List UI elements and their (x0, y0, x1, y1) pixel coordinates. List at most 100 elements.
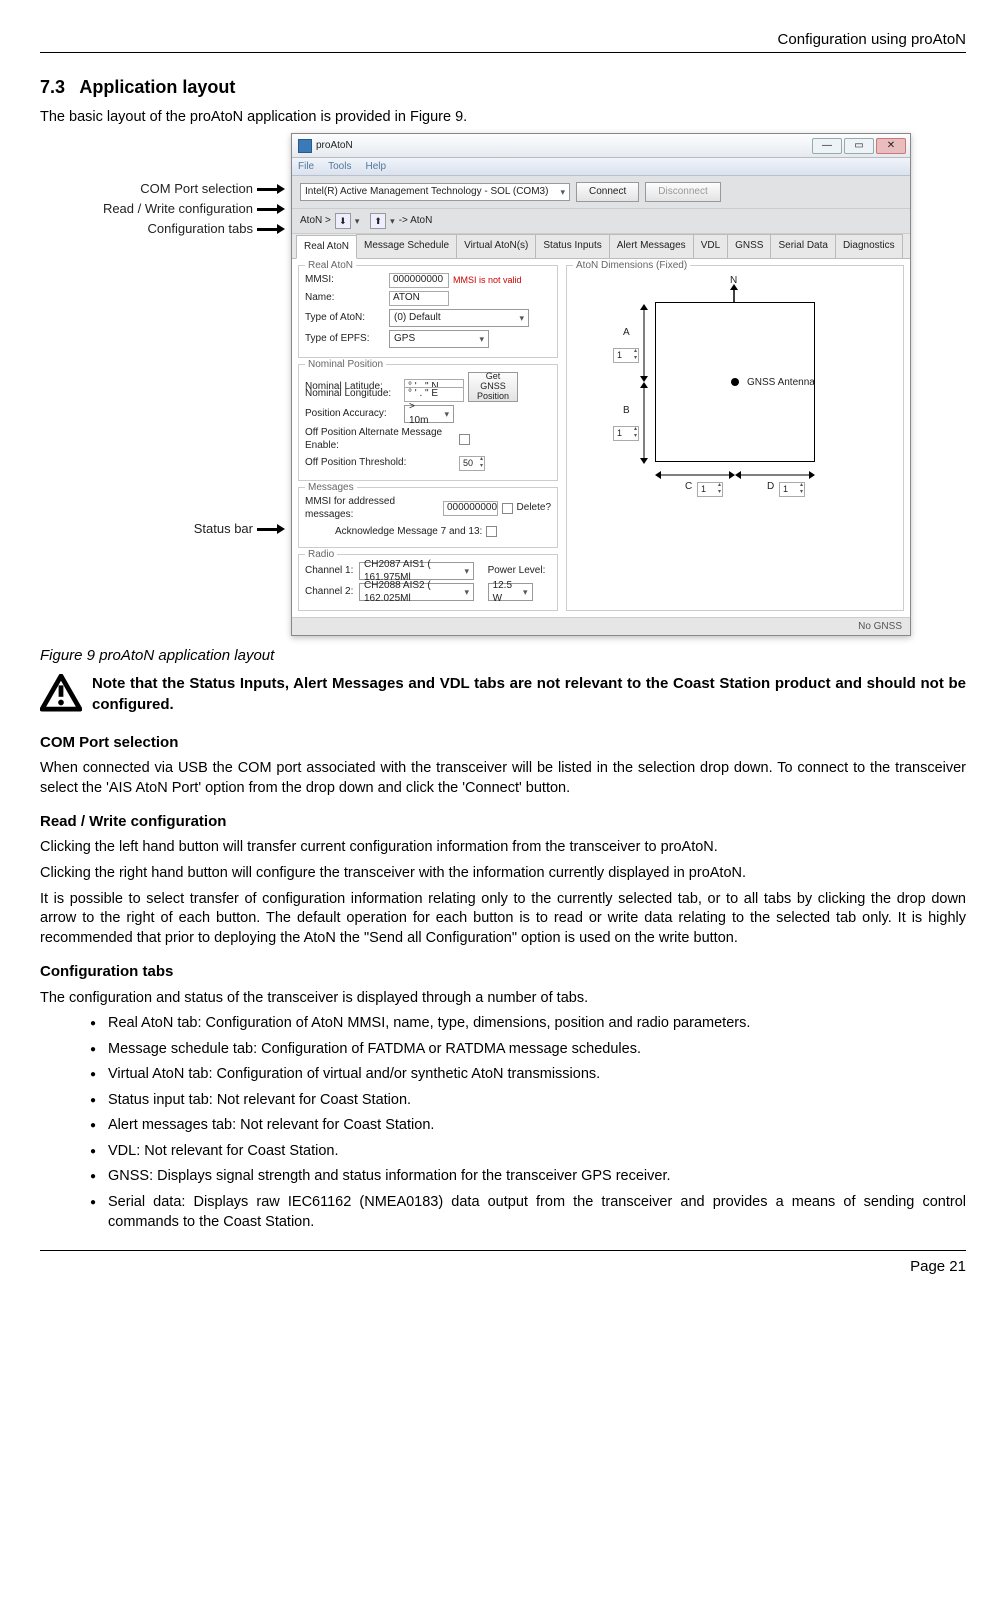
offalt-label: Off Position Alternate Message Enable: (305, 426, 455, 453)
arrow-icon (257, 524, 285, 534)
com-port-select[interactable]: Intel(R) Active Management Technology - … (300, 183, 570, 201)
subhead-tabs: Configuration tabs (40, 962, 966, 982)
group-title: Nominal Position (305, 358, 386, 372)
chevron-down-icon[interactable]: ▾ (355, 215, 360, 227)
ack-label: Acknowledge Message 7 and 13: (335, 525, 482, 539)
chevron-down-icon[interactable]: ▾ (390, 215, 395, 227)
dim-d-spin[interactable]: 1 (779, 482, 805, 497)
get-gnss-button[interactable]: Get GNSS Position (468, 372, 518, 402)
subhead-rw: Read / Write configuration (40, 812, 966, 832)
offalt-checkbox[interactable] (459, 434, 470, 445)
minimize-button[interactable]: — (812, 138, 842, 154)
ch2-label: Channel 2: (305, 585, 355, 599)
para-rw1: Clicking the left hand button will trans… (40, 838, 966, 858)
para-com: When connected via USB the COM port asso… (40, 759, 966, 798)
ch2-select[interactable]: CH2088 AIS2 ( 162.025Ml (359, 583, 474, 601)
accuracy-select[interactable]: > 10m (404, 405, 454, 423)
tab-gnss[interactable]: GNSS (727, 234, 771, 258)
section-title: Application layout (79, 77, 235, 97)
mmsi-label: MMSI: (305, 273, 385, 287)
menubar: File Tools Help (292, 158, 910, 176)
tab-serial-data[interactable]: Serial Data (770, 234, 835, 258)
lon-label: Nominal Longitude: (305, 387, 400, 401)
disconnect-button[interactable]: Disconnect (645, 182, 720, 202)
list-item: GNSS: Displays signal strength and statu… (90, 1167, 966, 1187)
menu-file[interactable]: File (298, 160, 314, 173)
annot-status: Status bar (194, 520, 253, 538)
group-title: Messages (305, 481, 357, 495)
maximize-button[interactable]: ▭ (844, 138, 874, 154)
list-item: Serial data: Displays raw IEC61162 (NMEA… (90, 1193, 966, 1232)
annot-comport: COM Port selection (140, 180, 253, 198)
ch1-select[interactable]: CH2087 AIS1 ( 161.975Ml (359, 562, 474, 580)
ch1-label: Channel 1: (305, 564, 355, 578)
tab-alert-messages[interactable]: Alert Messages (609, 234, 694, 258)
intro-text: The basic layout of the proAtoN applicat… (40, 108, 966, 128)
rw-right-label: -> AtoN (399, 214, 433, 228)
tab-real-aton[interactable]: Real AtoN (296, 235, 357, 259)
addr-mmsi-label: MMSI for addressed messages: (305, 495, 439, 522)
group-messages: Messages MMSI for addressed messages:000… (298, 487, 558, 549)
status-bar: No GNSS (292, 617, 910, 635)
power-select[interactable]: 12.5 W (488, 583, 533, 601)
menu-tools[interactable]: Tools (328, 160, 351, 173)
rw-left-label: AtoN > (300, 214, 331, 228)
dim-d-label: D (767, 480, 774, 494)
page-number: Page 21 (40, 1257, 966, 1277)
dim-a-spin[interactable]: 1 (613, 348, 639, 363)
section-heading: 7.3 Application layout (40, 75, 966, 99)
tab-message-schedule[interactable]: Message Schedule (356, 234, 457, 258)
window-title: proAtoN (316, 139, 353, 153)
group-title: Real AtoN (305, 259, 356, 273)
menu-help[interactable]: Help (365, 160, 386, 173)
delete-checkbox[interactable] (502, 503, 513, 514)
dimensions-diagram: N A 1 B 1 GNSS Antenna (595, 276, 875, 511)
para-tabs: The configuration and status of the tran… (40, 989, 966, 1009)
annot-readwrite: Read / Write configuration (103, 200, 253, 218)
name-input[interactable]: ATON (389, 291, 449, 306)
type-epfs-select[interactable]: GPS (389, 330, 489, 348)
tab-diagnostics[interactable]: Diagnostics (835, 234, 903, 258)
arrow-icon (257, 224, 285, 234)
offthr-label: Off Position Threshold: (305, 456, 455, 470)
app-icon (298, 139, 312, 153)
header-right: Configuration using proAtoN (40, 30, 966, 50)
close-button[interactable]: ✕ (876, 138, 906, 154)
arrow-icon (257, 184, 285, 194)
left-column: Real AtoN MMSI:000000000MMSI is not vali… (298, 265, 558, 612)
annotation-column: COM Port selection Read / Write configur… (95, 133, 285, 636)
group-dimensions: AtoN Dimensions (Fixed) N A 1 B 1 (566, 265, 904, 612)
offthr-spin[interactable]: 50 (459, 456, 485, 471)
type-aton-select[interactable]: (0) Default (389, 309, 529, 327)
delete-label: Delete? (517, 501, 551, 515)
mmsi-warning: MMSI is not valid (453, 274, 522, 286)
tab-vdl[interactable]: VDL (693, 234, 728, 258)
titlebar: proAtoN — ▭ ✕ (292, 134, 910, 158)
warning-block: Note that the Status Inputs, Alert Messa… (40, 674, 966, 715)
warning-icon (40, 674, 82, 712)
power-label: Power Level: (488, 564, 546, 578)
dim-a-label: A (623, 326, 630, 340)
type-epfs-label: Type of EPFS: (305, 332, 385, 346)
com-toolbar: Intel(R) Active Management Technology - … (292, 176, 910, 209)
addr-mmsi-input[interactable]: 000000000 (443, 501, 498, 516)
read-button[interactable]: ⬇ (335, 213, 351, 229)
figure-caption: Figure 9 proAtoN application layout (40, 646, 966, 666)
readwrite-toolbar: AtoN > ⬇ ▾ ⬆ ▾ -> AtoN (292, 209, 910, 234)
para-rw3: It is possible to select transfer of con… (40, 890, 966, 949)
app-window: proAtoN — ▭ ✕ File Tools Help Intel(R) A… (291, 133, 911, 636)
dim-c-spin[interactable]: 1 (697, 482, 723, 497)
mmsi-input[interactable]: 000000000 (389, 273, 449, 288)
section-number: 7.3 (40, 77, 65, 97)
tab-status-inputs[interactable]: Status Inputs (535, 234, 609, 258)
group-nominal-position: Nominal Position Nominal Latitude:° ' . … (298, 364, 558, 481)
dim-b-spin[interactable]: 1 (613, 426, 639, 441)
tab-virtual-aton[interactable]: Virtual AtoN(s) (456, 234, 536, 258)
list-item: Virtual AtoN tab: Configuration of virtu… (90, 1065, 966, 1085)
antenna-label: GNSS Antenna (747, 376, 815, 390)
group-title: Radio (305, 548, 337, 562)
connect-button[interactable]: Connect (576, 182, 639, 202)
write-button[interactable]: ⬆ (370, 213, 386, 229)
subhead-com: COM Port selection (40, 733, 966, 753)
ack-checkbox[interactable] (486, 526, 497, 537)
